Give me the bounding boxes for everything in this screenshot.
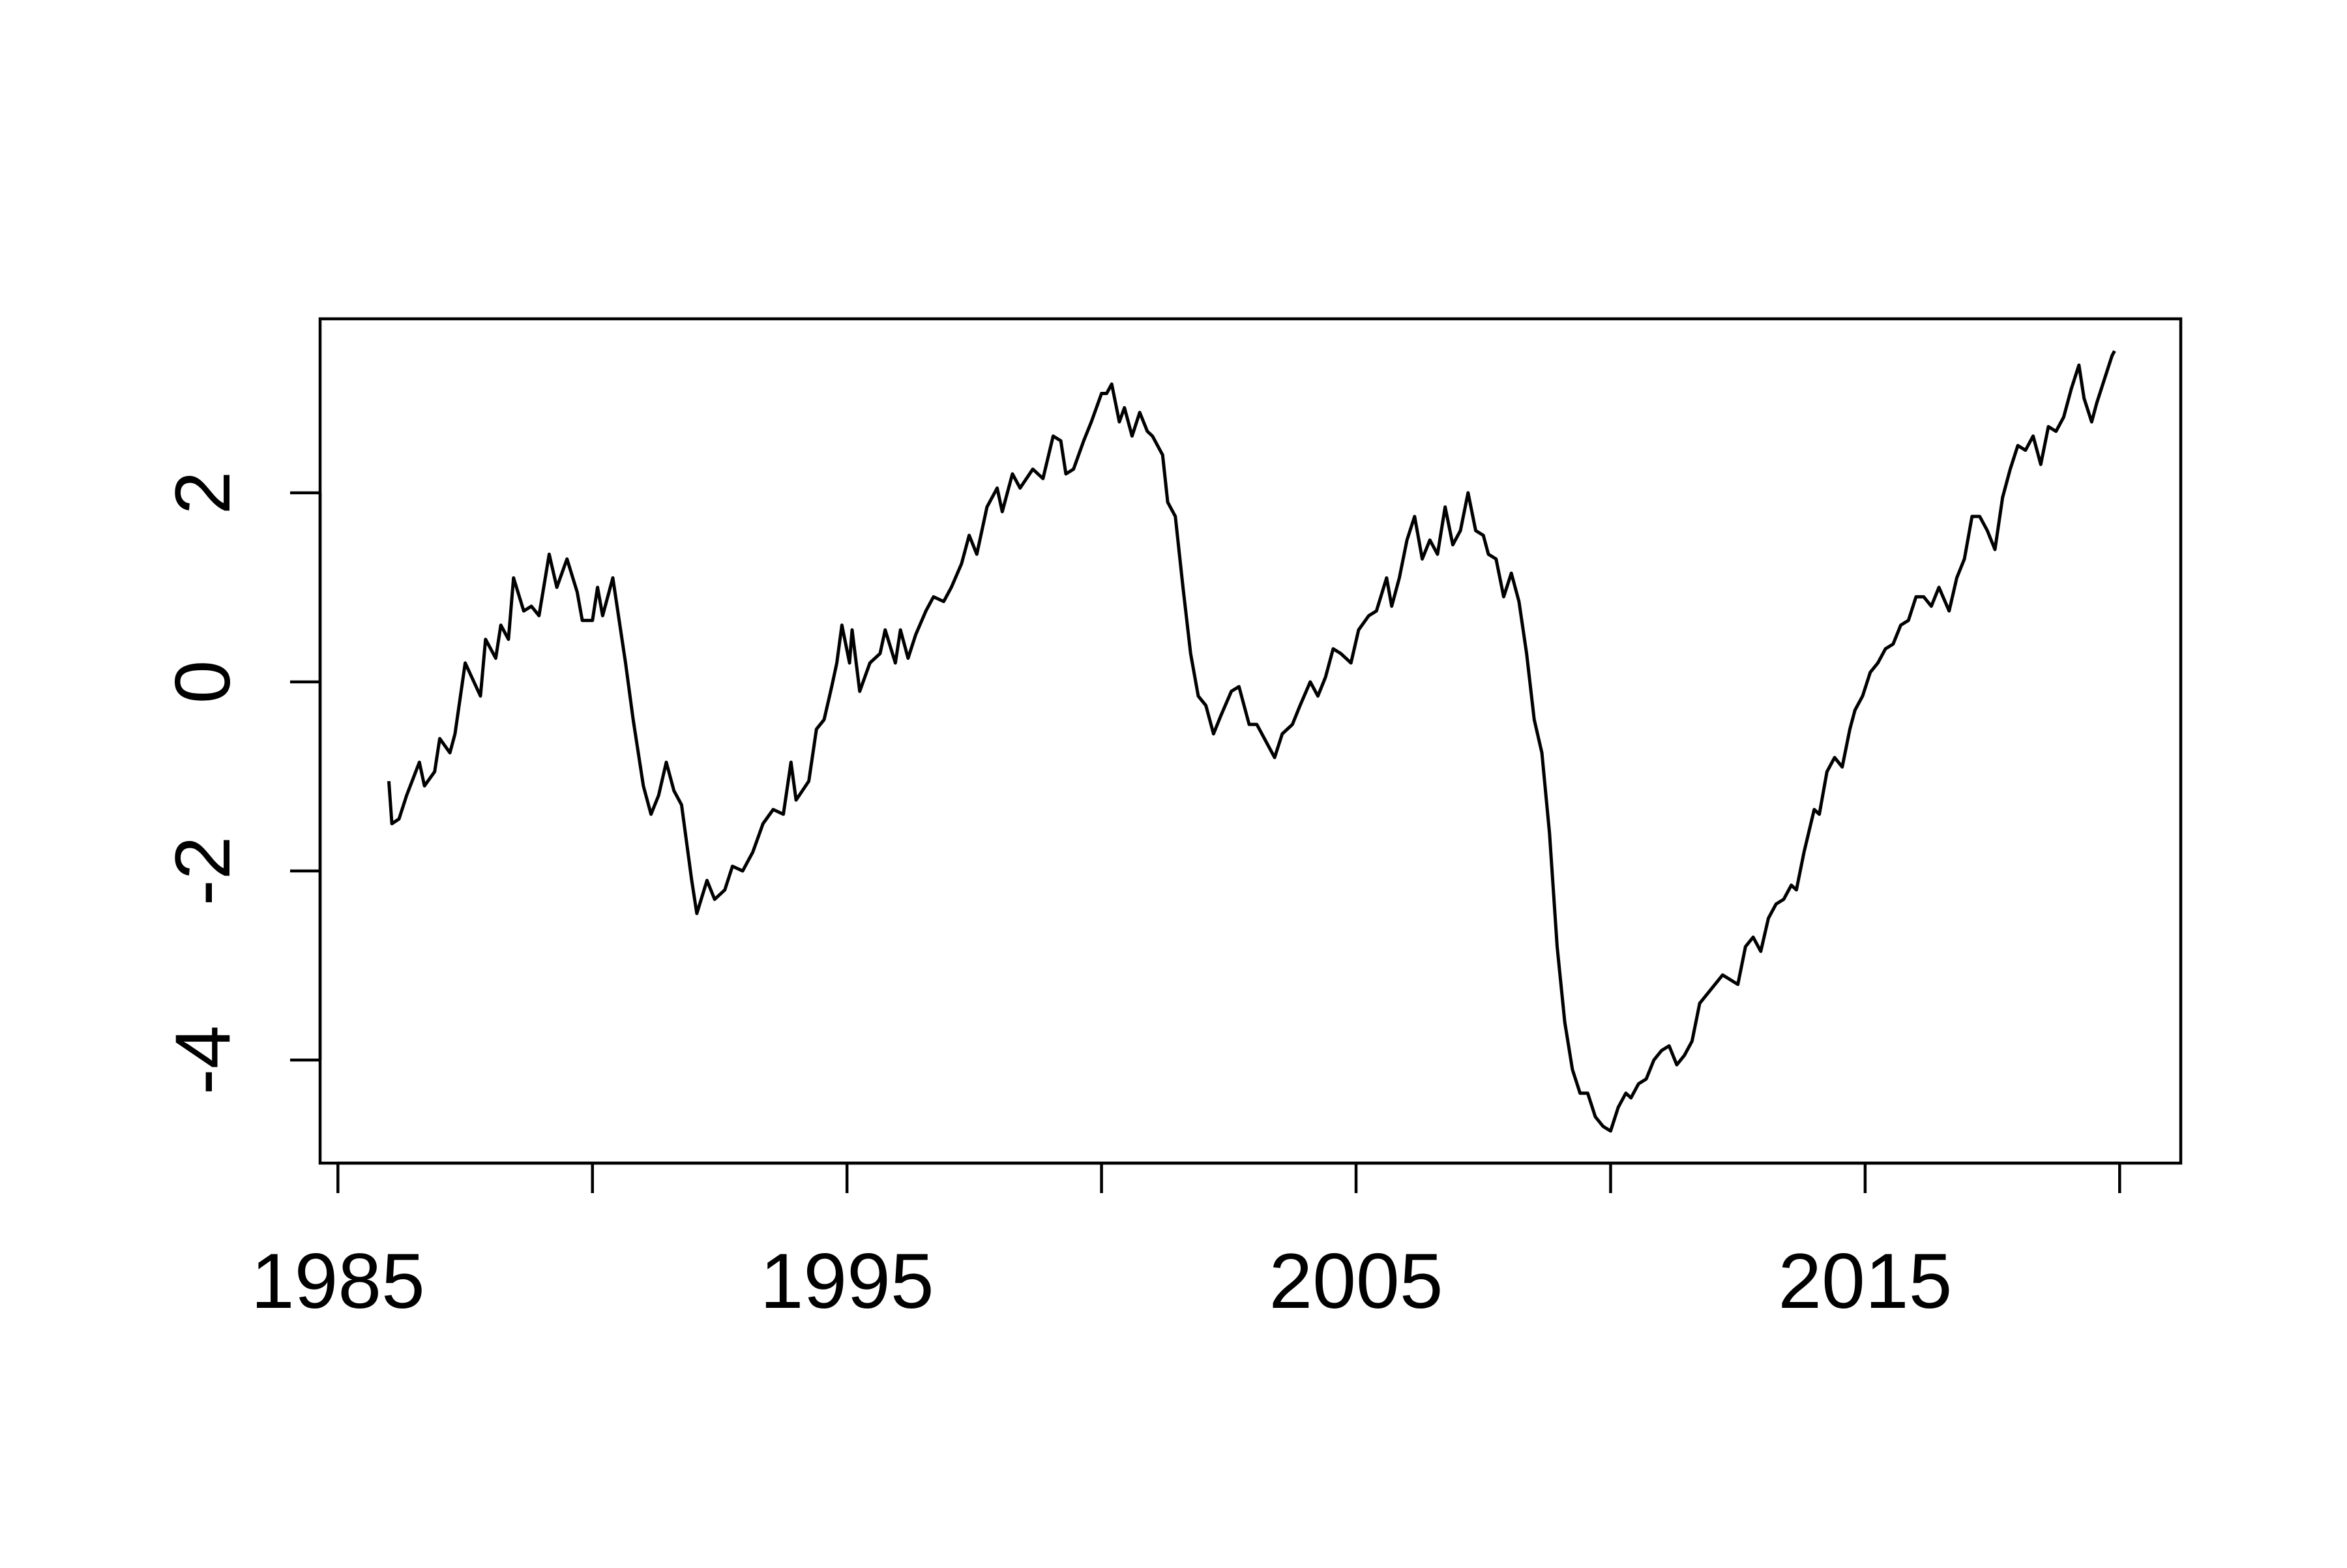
y-tick-label: -4: [159, 1026, 246, 1095]
x-tick-label: 1995: [760, 1237, 934, 1325]
x-tick-label: 2015: [1778, 1237, 1952, 1325]
y-tick-label: 0: [159, 660, 246, 703]
y-tick-label: 2: [159, 471, 246, 514]
data-line: [387, 350, 2116, 1133]
x-tick-label: 2005: [1269, 1237, 1443, 1325]
y-tick-label: -2: [159, 836, 246, 906]
x-tick-label: 1985: [251, 1237, 425, 1325]
